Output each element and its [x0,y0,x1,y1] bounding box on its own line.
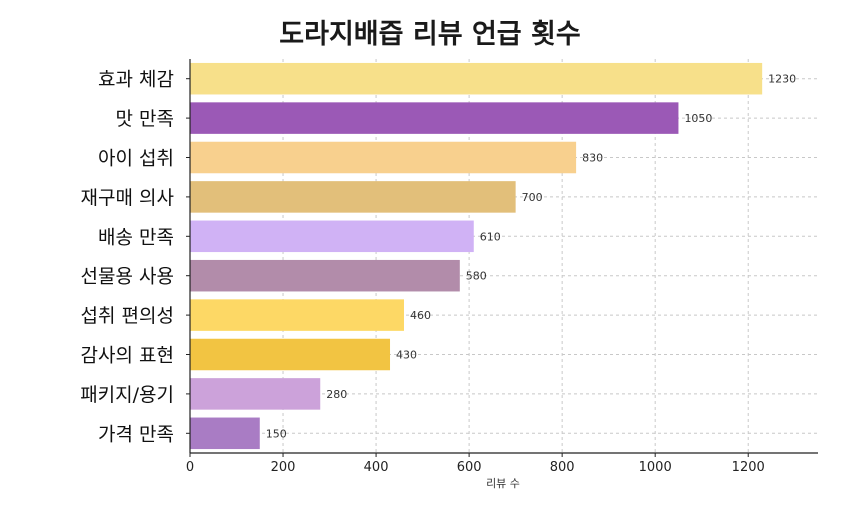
category-label: 패키지/용기 [80,384,174,406]
bar [190,181,516,213]
category-label: 아이 섭취 [98,148,174,170]
value-label: 700 [522,191,543,204]
category-label: 효과 체감 [98,69,174,91]
value-label: 1230 [768,73,796,86]
category-label: 배송 만족 [98,226,174,248]
bar [190,417,260,450]
category-label: 섭취 편의성 [81,305,174,327]
bar [190,220,474,253]
value-label: 280 [326,388,347,401]
bar [190,378,321,410]
bar [190,102,679,134]
bar [190,62,763,95]
x-tick-label: 0 [186,460,194,475]
value-label: 610 [480,230,501,243]
x-axis-title: 리뷰 수 [486,477,520,490]
value-label: 830 [582,152,603,165]
bar [190,259,460,292]
x-tick-label: 600 [457,460,482,475]
bar [190,299,404,331]
x-tick-label: 1200 [732,460,765,475]
category-label: 감사의 표현 [81,345,174,367]
category-label: 맛 만족 [116,108,174,130]
bars [190,62,763,450]
value-label: 430 [396,349,417,362]
x-tick-label: 1000 [639,460,672,475]
bar [190,338,391,371]
axes: 0 200 400 600 800 1000 1200 [186,59,818,475]
value-labels: 1230 1050 830 700 610 580 460 430 280 150 [266,73,796,441]
category-label: 선물용 사용 [81,266,174,288]
value-label: 580 [466,270,487,283]
value-label: 150 [266,427,287,440]
bar [190,141,577,174]
chart-title: 도라지배즙 리뷰 언급 횟수 [279,19,580,50]
value-label: 460 [410,309,431,322]
category-label: 가격 만족 [98,423,174,445]
category-label: 재구매 의사 [81,187,174,209]
x-tick-label: 400 [364,460,389,475]
x-tick-label: 200 [271,460,296,475]
value-label: 1050 [684,112,712,125]
x-tick-label: 800 [550,460,575,475]
